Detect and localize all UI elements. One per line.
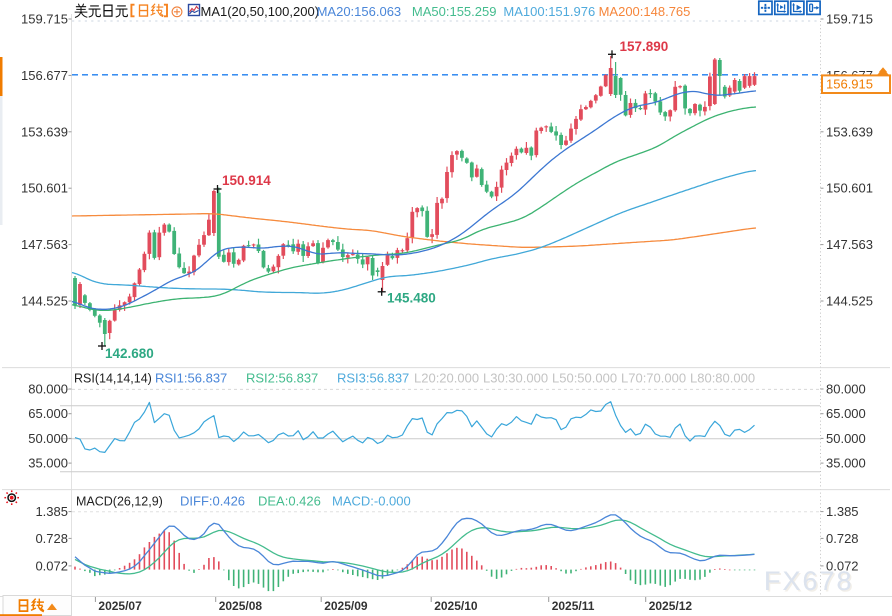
svg-text:144.525: 144.525 <box>826 294 873 309</box>
svg-text:35.000: 35.000 <box>826 456 866 471</box>
svg-text:65.000: 65.000 <box>826 406 866 421</box>
svg-text:0.728: 0.728 <box>826 531 859 546</box>
svg-text:2025/08: 2025/08 <box>219 599 263 613</box>
svg-text:MA200:148.765: MA200:148.765 <box>599 4 691 19</box>
svg-text:156.915: 156.915 <box>826 77 873 92</box>
svg-text:80.000: 80.000 <box>28 382 68 397</box>
svg-text:0.072: 0.072 <box>826 558 859 573</box>
svg-text:2025/11: 2025/11 <box>552 599 595 613</box>
svg-text:145.480: 145.480 <box>387 291 436 306</box>
svg-text:159.715: 159.715 <box>21 12 68 27</box>
svg-text:80.000: 80.000 <box>826 382 866 397</box>
svg-text:RSI3:56.837: RSI3:56.837 <box>337 371 409 386</box>
svg-text:157.890: 157.890 <box>620 39 669 54</box>
svg-text:2025/12: 2025/12 <box>649 599 693 613</box>
svg-text:156.677: 156.677 <box>21 68 68 83</box>
svg-text:65.000: 65.000 <box>28 406 68 421</box>
svg-text:153.639: 153.639 <box>21 124 68 139</box>
svg-text:MACD(26,12,9): MACD(26,12,9) <box>76 495 163 509</box>
svg-text:142.680: 142.680 <box>105 346 154 361</box>
svg-text:FX678: FX678 <box>764 566 854 596</box>
svg-text:L70:70.000: L70:70.000 <box>621 371 686 386</box>
svg-text:RSI(14,14,14): RSI(14,14,14) <box>74 372 152 386</box>
svg-text:159.715: 159.715 <box>826 12 873 27</box>
svg-text:1.385: 1.385 <box>826 504 859 519</box>
svg-text:50.000: 50.000 <box>826 431 866 446</box>
svg-text:150.601: 150.601 <box>826 181 873 196</box>
svg-text:L20:20.000: L20:20.000 <box>414 371 479 386</box>
svg-text:147.563: 147.563 <box>21 237 68 252</box>
svg-text:150.601: 150.601 <box>21 181 68 196</box>
svg-text:2025/09: 2025/09 <box>324 599 368 613</box>
svg-text:L80:80.000: L80:80.000 <box>690 371 755 386</box>
svg-text:MA100:151.976: MA100:151.976 <box>503 4 595 19</box>
svg-text:DIFF:0.426: DIFF:0.426 <box>180 494 245 509</box>
svg-text:L30:30.000: L30:30.000 <box>483 371 548 386</box>
svg-text:MA1(20,50,100,200): MA1(20,50,100,200) <box>201 4 320 19</box>
svg-text:153.639: 153.639 <box>826 124 873 139</box>
svg-text:1.385: 1.385 <box>35 504 68 519</box>
svg-text:RSI1:56.837: RSI1:56.837 <box>155 371 227 386</box>
svg-text:MA50:155.259: MA50:155.259 <box>412 4 497 19</box>
svg-text:DEA:0.426: DEA:0.426 <box>258 494 321 509</box>
svg-text:MACD:-0.000: MACD:-0.000 <box>332 494 411 509</box>
svg-text:2025/10: 2025/10 <box>434 599 478 613</box>
svg-text:150.914: 150.914 <box>222 173 271 188</box>
svg-text:0.728: 0.728 <box>35 531 68 546</box>
svg-text:147.563: 147.563 <box>826 237 873 252</box>
svg-text:0.072: 0.072 <box>35 558 68 573</box>
svg-text:L50:50.000: L50:50.000 <box>552 371 617 386</box>
svg-text:FX678: FX678 <box>766 568 856 598</box>
svg-text:2025/07: 2025/07 <box>98 599 142 613</box>
svg-text:50.000: 50.000 <box>28 431 68 446</box>
svg-text:MA20:156.063: MA20:156.063 <box>317 4 402 19</box>
svg-text:FX678: FX678 <box>764 566 854 596</box>
svg-text:35.000: 35.000 <box>28 456 68 471</box>
svg-text:RSI2:56.837: RSI2:56.837 <box>246 371 318 386</box>
svg-text:144.525: 144.525 <box>21 294 68 309</box>
